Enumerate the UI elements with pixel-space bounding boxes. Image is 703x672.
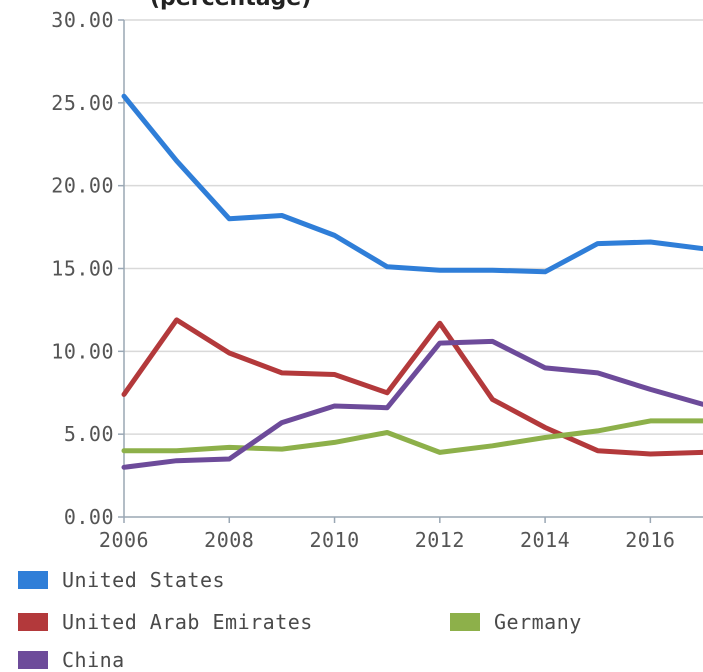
- series-line-china[interactable]: [121, 338, 703, 470]
- x-tick-labels: 2006 2008 2010 2012 2014 2016: [99, 528, 675, 552]
- axes: [118, 19, 703, 523]
- legend-label: United Arab Emirates: [62, 610, 313, 634]
- legend-swatch: [18, 571, 48, 589]
- y-tick-label: 10.00: [51, 339, 114, 363]
- y-tick-label: 30.00: [51, 8, 114, 32]
- x-tick-label: 2006: [99, 528, 149, 552]
- legend-swatch: [18, 651, 48, 669]
- y-tick-label: 5.00: [64, 422, 114, 446]
- grid-lines: [124, 19, 703, 435]
- legend-item-united-arab-emirates[interactable]: United Arab Emirates: [18, 610, 313, 634]
- x-tick-label: 2008: [204, 528, 254, 552]
- legend-swatch: [450, 613, 480, 631]
- x-tick-label: 2012: [415, 528, 465, 552]
- legend-label: Germany: [494, 610, 582, 634]
- y-tick-label: 15.00: [51, 257, 114, 281]
- series-lines: [121, 93, 703, 470]
- x-tick-label: 2014: [520, 528, 570, 552]
- series-line-germany[interactable]: [121, 418, 703, 455]
- series-line-united-states[interactable]: [121, 93, 703, 275]
- legend-item-united-states[interactable]: United States: [18, 568, 225, 592]
- y-tick-label: 0.00: [64, 505, 114, 529]
- chart-title: (percentage): [150, 0, 311, 11]
- legend-label: United States: [62, 568, 226, 592]
- x-tick-label: 2010: [309, 528, 359, 552]
- y-tick-label: 25.00: [51, 91, 114, 115]
- legend-swatch: [18, 613, 48, 631]
- legend-item-china[interactable]: China: [18, 648, 125, 672]
- y-tick-labels: 0.00 5.00 10.00 15.00 20.00 25.00 30.00: [51, 8, 114, 529]
- legend-item-germany[interactable]: Germany: [450, 610, 582, 634]
- series-line-united-arab-emirates[interactable]: [121, 317, 703, 457]
- y-tick-label: 20.00: [51, 174, 114, 198]
- x-tick-label: 2016: [625, 528, 675, 552]
- legend: United States United Arab Emirates Germa…: [18, 568, 698, 672]
- legend-label: China: [62, 648, 125, 672]
